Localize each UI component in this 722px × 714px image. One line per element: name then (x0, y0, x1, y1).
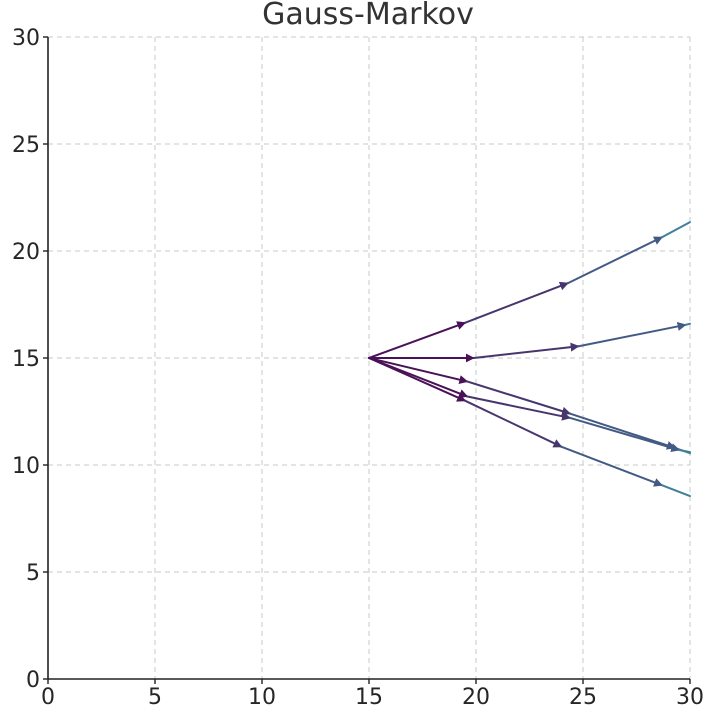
trajectory-arrow (464, 281, 570, 324)
y-tick-label: 10 (12, 454, 40, 479)
grid (48, 36, 691, 679)
trajectory-arrow (466, 380, 572, 416)
y-tick-label: 0 (26, 668, 40, 693)
trajectory-arrow (466, 395, 572, 421)
trajectory-arrow (472, 342, 580, 359)
trajectory-arrow (464, 399, 563, 448)
trajectory-arrow (368, 321, 467, 359)
x-tick-label: 30 (676, 685, 704, 710)
trajectory-arrow (567, 236, 664, 285)
trajectory-arrow (684, 322, 691, 326)
x-tick-labels: 0 5 10 15 20 25 30 (41, 679, 704, 710)
series-5 (368, 357, 691, 498)
trajectory-arrow (569, 412, 677, 450)
y-tick-labels: 0 5 10 15 20 25 30 (12, 26, 48, 693)
trajectory-arrow (678, 449, 691, 454)
y-tick-label: 20 (12, 240, 40, 265)
series-group (368, 221, 691, 498)
trajectory-arrow (569, 416, 681, 453)
series-4 (368, 357, 691, 454)
chart-title: Gauss-Markov (262, 0, 474, 32)
trajectory-arrow (661, 484, 691, 498)
x-tick-label: 20 (462, 685, 490, 710)
x-tick-label: 5 (148, 685, 162, 710)
x-tick-label: 15 (355, 685, 383, 710)
series-1 (368, 221, 691, 359)
x-tick-label: 0 (41, 685, 55, 710)
x-tick-label: 25 (569, 685, 597, 710)
trajectory-arrow (368, 357, 467, 402)
y-tick-label: 15 (12, 347, 40, 372)
trajectory-arrow (560, 445, 664, 487)
y-tick-label: 5 (26, 561, 40, 586)
x-tick-label: 10 (248, 685, 276, 710)
y-tick-label: 25 (12, 133, 40, 158)
series-2 (368, 322, 691, 363)
trajectory-arrow (661, 221, 691, 239)
y-tick-label: 30 (12, 26, 40, 51)
trajectory-arrow (577, 322, 687, 348)
trajectory-arrow (368, 357, 469, 385)
